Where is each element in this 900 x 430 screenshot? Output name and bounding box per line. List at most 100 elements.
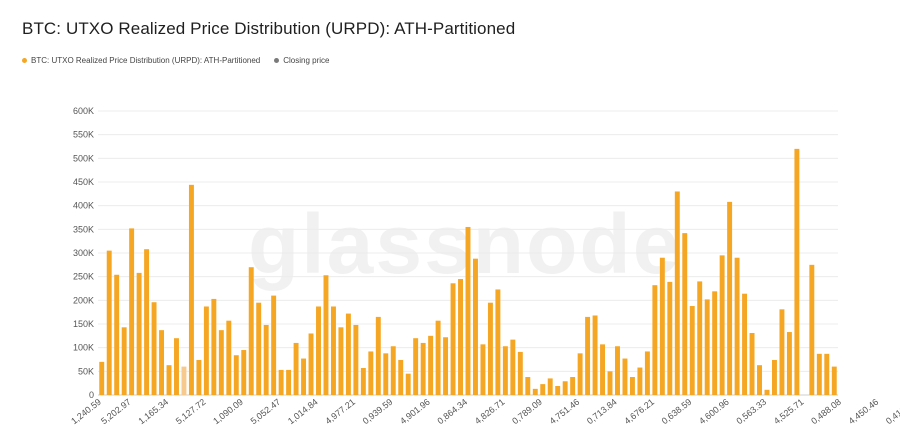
legend-swatch-closing-price	[274, 58, 280, 63]
urpd-bar	[719, 255, 725, 395]
urpd-bar	[323, 275, 329, 395]
urpd-bar	[824, 353, 830, 395]
urpd-bar	[301, 358, 307, 395]
urpd-bar	[771, 359, 777, 395]
urpd-bar	[316, 306, 321, 395]
urpd-bar	[629, 377, 635, 395]
urpd-bar	[652, 285, 658, 395]
urpd-bar	[592, 315, 598, 395]
urpd-bar	[495, 289, 501, 395]
x-tick-label: 0,412.83	[884, 397, 900, 426]
y-tick-label: 200K	[73, 295, 94, 305]
urpd-bar	[383, 353, 389, 395]
urpd-bar	[555, 386, 561, 395]
x-tick-label: 5,127.72	[174, 397, 208, 426]
x-tick-label: 0,563.33	[734, 397, 768, 426]
urpd-bar	[757, 365, 762, 395]
x-tick-label: 4,450.46	[847, 397, 881, 426]
urpd-bar	[502, 346, 508, 395]
x-tick-label: 1,165.34	[136, 397, 170, 426]
urpd-bar	[166, 365, 172, 395]
urpd-bar	[615, 346, 620, 395]
urpd-bar	[398, 359, 404, 395]
urpd-bar	[480, 344, 486, 395]
x-tick-label: 1,090.09	[211, 397, 245, 426]
urpd-bar	[831, 366, 837, 395]
urpd-bar	[749, 332, 755, 395]
urpd-bar	[764, 389, 770, 395]
urpd-bar	[637, 367, 643, 395]
urpd-bar	[458, 279, 463, 395]
urpd-bar	[510, 339, 516, 395]
x-tick-label: 1,240.59	[69, 397, 103, 426]
urpd-bar	[712, 291, 718, 395]
urpd-bar	[338, 327, 344, 395]
urpd-bar	[600, 344, 606, 395]
urpd-bar	[278, 369, 284, 395]
y-tick-label: 500K	[73, 153, 94, 163]
urpd-bar	[159, 330, 165, 395]
urpd-bar	[203, 306, 209, 395]
x-tick-label: 0,864.34	[435, 397, 469, 426]
y-tick-label: 600K	[73, 106, 94, 116]
urpd-bar	[129, 228, 135, 395]
urpd-bar	[742, 293, 748, 395]
urpd-bar	[704, 299, 710, 395]
urpd-bar	[330, 306, 336, 395]
chart-legend: BTC: UTXO Realized Price Distribution (U…	[22, 56, 330, 65]
urpd-bar	[308, 333, 314, 395]
urpd-bar	[256, 302, 262, 395]
urpd-bar	[689, 306, 695, 395]
urpd-bar	[121, 327, 127, 395]
urpd-bar	[547, 378, 553, 395]
urpd-bar	[420, 342, 426, 395]
urpd-bar	[413, 338, 419, 395]
urpd-bar	[174, 338, 179, 395]
urpd-bar	[734, 257, 740, 395]
urpd-bar	[570, 377, 576, 395]
urpd-bar	[226, 320, 232, 395]
x-tick-label: 5,202.97	[99, 397, 133, 426]
x-tick-label: 4,600.96	[697, 397, 731, 426]
urpd-bar	[188, 184, 194, 395]
legend-label-closing-price: Closing price	[283, 56, 330, 65]
y-tick-label: 50K	[78, 366, 94, 376]
urpd-bar	[517, 351, 523, 395]
urpd-bar	[353, 324, 359, 395]
urpd-bar	[106, 250, 112, 395]
x-tick-label: 0,789.09	[510, 397, 544, 426]
x-tick-label: 0,638.59	[660, 397, 694, 426]
x-tick-label: 4,676.21	[622, 397, 656, 426]
x-tick-label: 4,901.96	[398, 397, 432, 426]
urpd-bar	[405, 373, 411, 395]
urpd-bar	[727, 201, 733, 395]
y-tick-label: 350K	[73, 224, 94, 234]
x-tick-label: 4,826.71	[473, 397, 507, 426]
urpd-bar	[659, 257, 665, 395]
x-tick-label: 0,713.84	[585, 397, 619, 426]
urpd-bar	[151, 302, 157, 395]
legend-item-urpd[interactable]: BTC: UTXO Realized Price Distribution (U…	[22, 56, 260, 65]
x-tick-label: 0,488.08	[809, 397, 843, 426]
urpd-bar	[674, 191, 680, 395]
urpd-bar	[622, 358, 628, 395]
urpd-bar	[99, 361, 105, 395]
urpd-bar	[345, 313, 351, 395]
urpd-bar	[428, 335, 434, 395]
y-tick-label: 0	[89, 390, 94, 400]
legend-label-urpd: BTC: UTXO Realized Price Distribution (U…	[31, 56, 261, 65]
urpd-bar	[450, 283, 456, 395]
urpd-bar	[540, 384, 546, 395]
urpd-bar	[136, 272, 142, 395]
urpd-bar	[697, 281, 703, 395]
urpd-bar	[181, 366, 187, 395]
urpd-bar	[248, 267, 254, 395]
legend-item-closing-price[interactable]: Closing price	[274, 56, 330, 65]
urpd-bar	[368, 351, 374, 395]
y-tick-label: 250K	[73, 272, 94, 282]
urpd-bar	[816, 353, 822, 395]
urpd-bar	[644, 351, 650, 395]
urpd-bar	[196, 359, 202, 395]
urpd-bar	[375, 316, 381, 395]
urpd-bar	[779, 309, 785, 395]
